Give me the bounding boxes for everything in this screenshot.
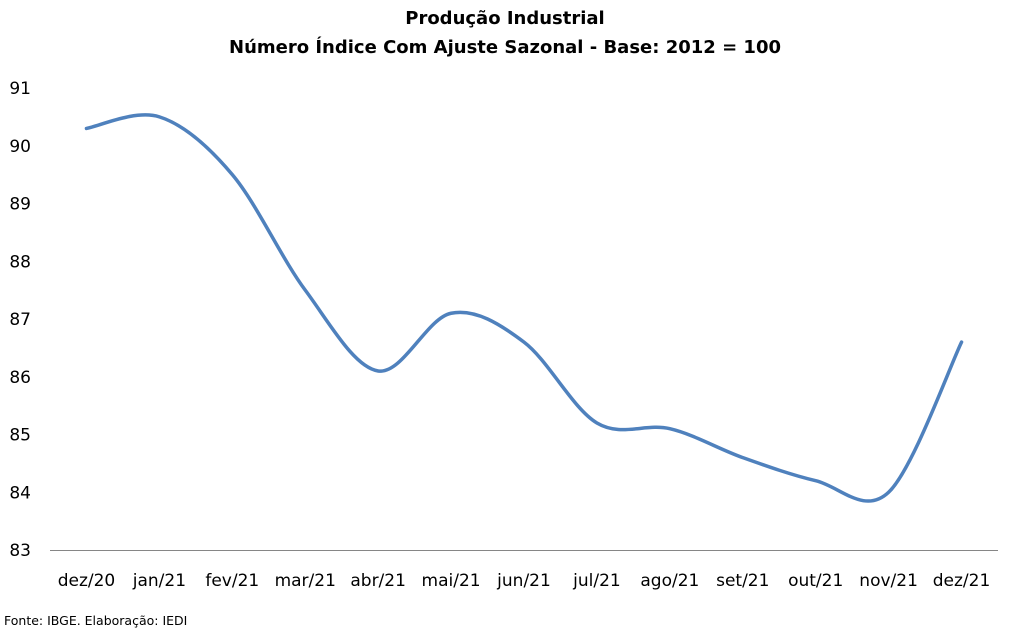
x-tick-label: jun/21 bbox=[496, 571, 551, 591]
x-tick-label: jan/21 bbox=[132, 571, 186, 591]
y-tick-label: 88 bbox=[9, 252, 31, 272]
x-tick-label: abr/21 bbox=[350, 571, 406, 591]
chart-title: Produção Industrial bbox=[405, 8, 604, 29]
x-tick-label: fev/21 bbox=[205, 571, 259, 591]
x-tick-label: jul/21 bbox=[572, 571, 621, 591]
x-tick-label: mar/21 bbox=[275, 571, 336, 591]
y-tick-label: 87 bbox=[9, 310, 31, 330]
y-tick-label: 89 bbox=[9, 195, 31, 215]
x-tick-label: ago/21 bbox=[640, 571, 699, 591]
y-tick-label: 84 bbox=[9, 483, 31, 503]
y-tick-label: 86 bbox=[9, 368, 31, 388]
source-note: Fonte: IBGE. Elaboração: IEDI bbox=[4, 613, 187, 628]
y-tick-label: 85 bbox=[9, 426, 31, 446]
y-tick-label: 83 bbox=[9, 541, 31, 561]
x-tick-label: mai/21 bbox=[422, 571, 481, 591]
x-tick-label: set/21 bbox=[716, 571, 769, 591]
x-tick-label: out/21 bbox=[788, 571, 843, 591]
y-tick-label: 90 bbox=[9, 137, 31, 157]
x-tick-label: dez/20 bbox=[58, 571, 116, 591]
x-tick-label: nov/21 bbox=[859, 571, 918, 591]
chart-subtitle: Número Índice Com Ajuste Sazonal - Base:… bbox=[229, 36, 781, 58]
x-tick-label: dez/21 bbox=[933, 571, 991, 591]
x-axis-ticks: dez/20 jan/21 fev/21 mar/21 abr/21 mai/21 jun/… bbox=[58, 571, 991, 591]
y-tick-label: 91 bbox=[9, 79, 31, 99]
y-axis-ticks: 83 84 85 86 87 88 89 90 91 bbox=[9, 79, 31, 561]
series-line bbox=[84, 113, 964, 503]
